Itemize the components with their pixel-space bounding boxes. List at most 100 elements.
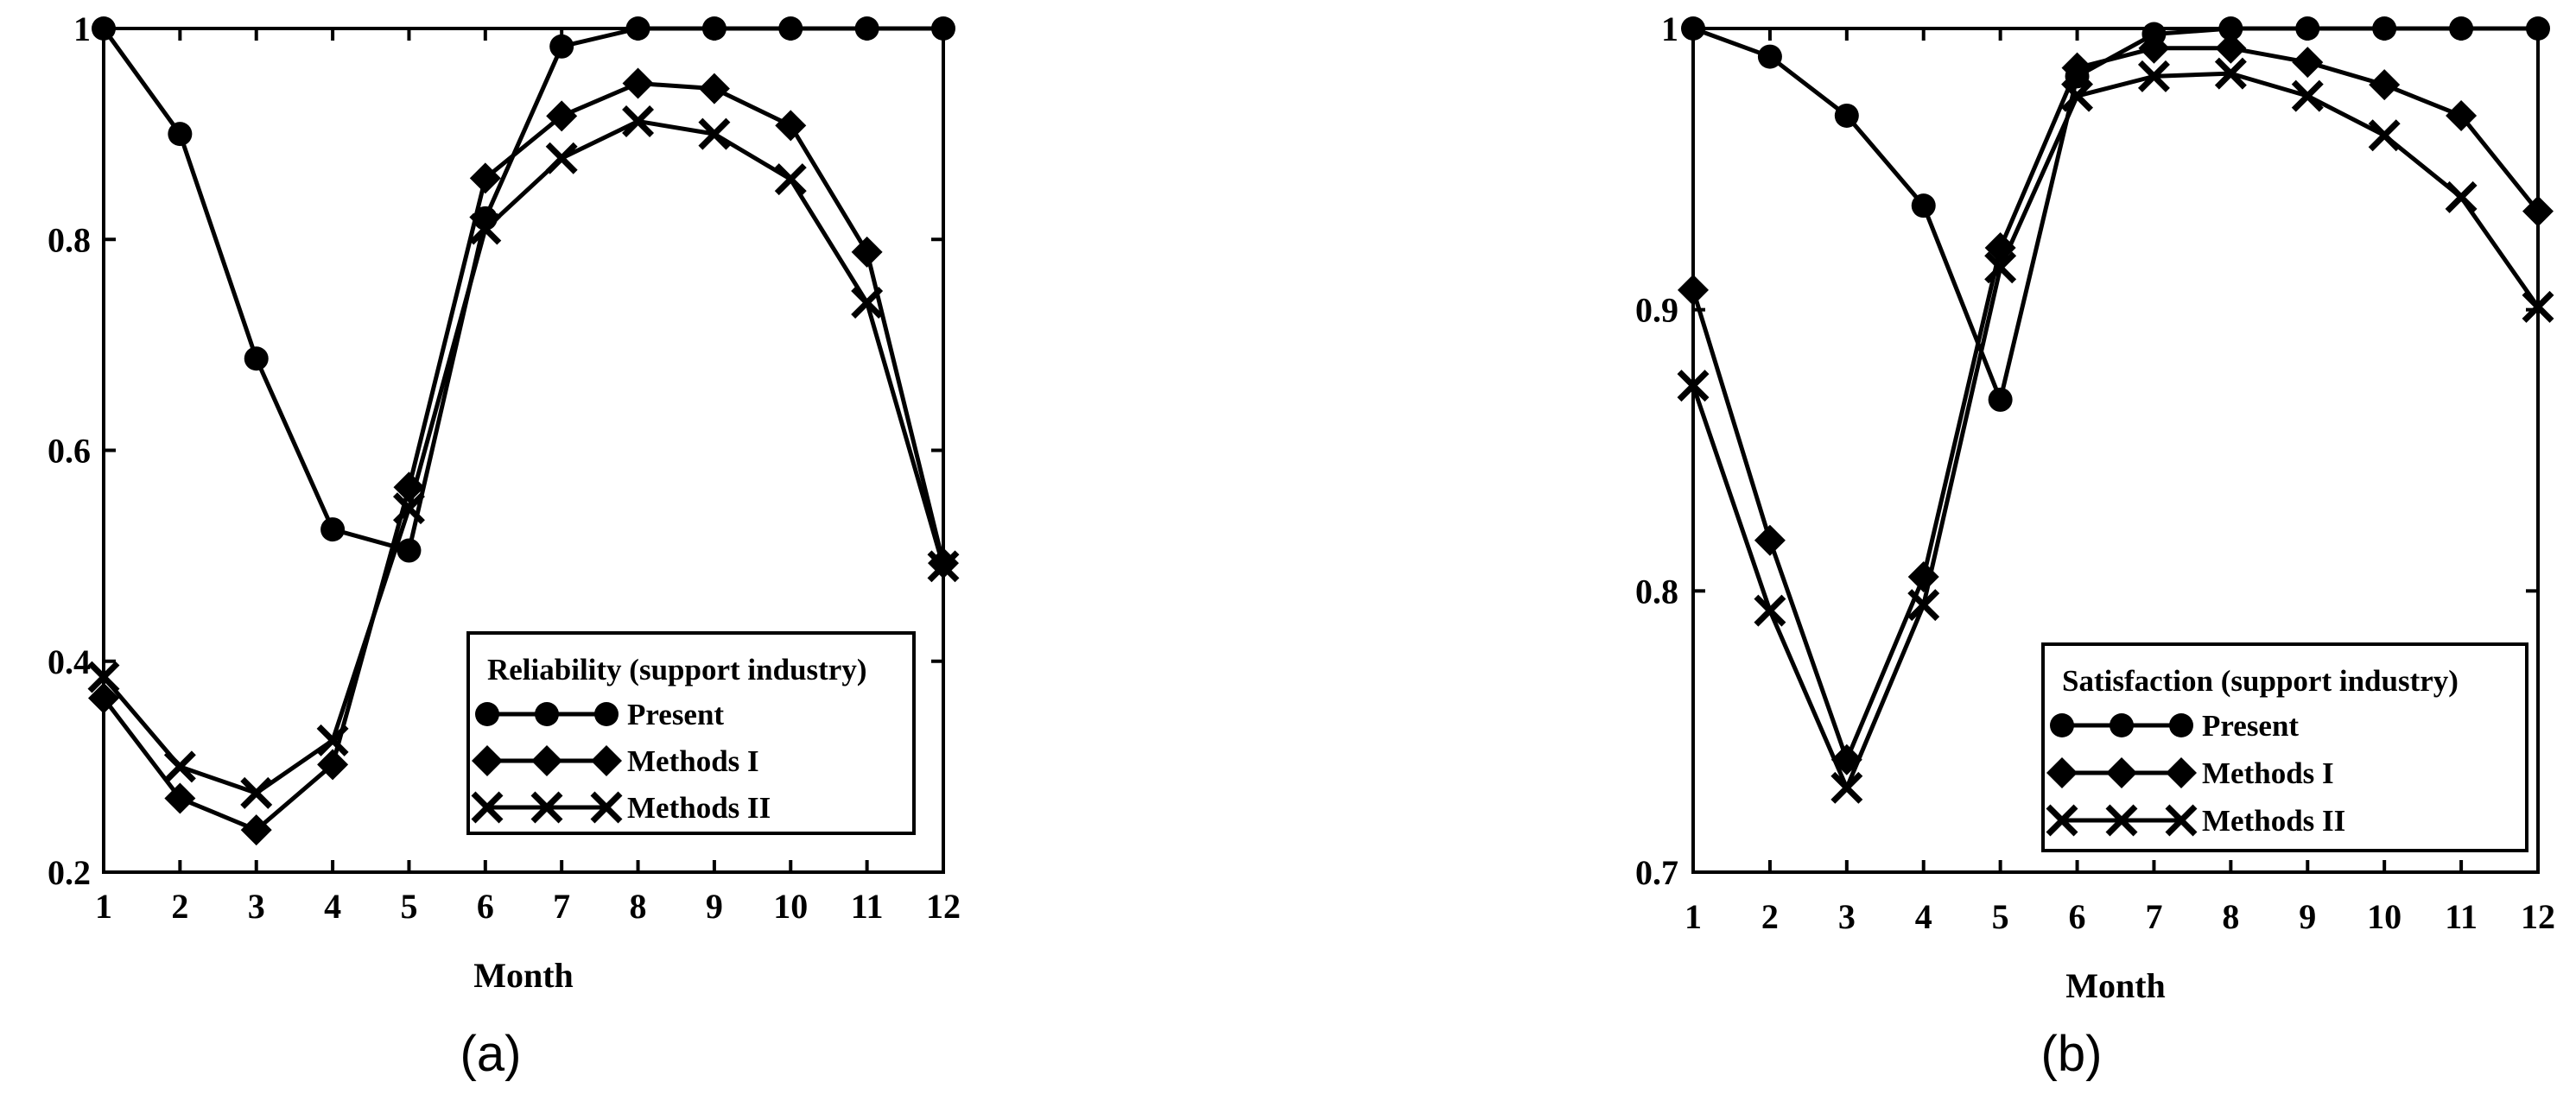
data-point [854, 16, 879, 41]
x-tick-label: 4 [324, 887, 341, 926]
x-tick-label: 6 [2069, 897, 2086, 936]
data-point [1754, 524, 1786, 556]
x-tick-label: 7 [2145, 897, 2162, 936]
data-point [851, 236, 883, 268]
data-point [163, 750, 196, 783]
data-point [778, 16, 803, 41]
y-tick-label: 0.7 [1635, 853, 1678, 892]
data-point [927, 550, 960, 583]
series-circle [92, 16, 955, 563]
x-tick-label: 3 [1838, 897, 1856, 936]
legend-entry: Present [475, 698, 724, 731]
data-point [1757, 44, 1782, 69]
data-point [1677, 370, 1710, 402]
legend-marker [2166, 757, 2197, 788]
legend-entry: Methods I [2046, 756, 2334, 790]
panel-caption: (a) [460, 1026, 522, 1082]
x-tick-label: 10 [2367, 897, 2402, 936]
data-point [88, 682, 119, 714]
data-point [2215, 32, 2247, 64]
x-tick-label: 8 [2222, 897, 2239, 936]
x-tick-label: 12 [2521, 897, 2555, 936]
data-point [1911, 193, 1936, 218]
plot-frame [1691, 27, 2540, 874]
y-tick-label: 0.8 [1635, 572, 1678, 611]
data-point [2522, 290, 2554, 323]
legend-marker [471, 791, 504, 824]
legend-label: Methods II [627, 791, 771, 825]
legend-title: Satisfaction (support industry) [2062, 664, 2459, 698]
data-point [168, 122, 193, 147]
x-tick-label: 6 [477, 887, 494, 926]
legend-marker [2106, 757, 2137, 788]
legend-marker [594, 702, 619, 726]
x-tick-label: 11 [2445, 897, 2478, 936]
legend-marker [530, 791, 563, 824]
series-line [101, 26, 943, 554]
series-line [1691, 46, 2540, 762]
series-line [102, 81, 946, 832]
data-point [1907, 589, 1940, 622]
legend-label: Methods II [2202, 804, 2345, 838]
data-point [320, 517, 346, 542]
data-point [1678, 274, 1709, 306]
y-tick-label: 0.8 [48, 220, 91, 259]
x-tick-label: 12 [926, 887, 961, 926]
data-point [545, 142, 578, 174]
data-point [549, 34, 574, 59]
data-point [317, 749, 349, 781]
series-x [1677, 57, 2554, 804]
data-point [2061, 52, 2093, 84]
legend-marker [472, 745, 503, 776]
data-point [2291, 79, 2324, 112]
data-point [2446, 99, 2478, 131]
legend-label: Methods I [2202, 756, 2334, 790]
data-point [698, 117, 731, 150]
x-tick-label: 2 [171, 887, 188, 926]
chart-panel-b: 0.70.80.911 2 3 4 5 6 7 8 9 10 11 12MonthSatisfacti… [1635, 9, 2555, 1082]
x-tick-label: 1 [1685, 897, 1702, 936]
data-point [2372, 16, 2397, 41]
chart-panel-a: 0.20.40.60.811 2 3 4 5 6 7 8 9 10 11 12MonthReliabi… [48, 9, 961, 1082]
legend-marker [535, 702, 559, 726]
data-point [316, 724, 349, 756]
series-x [87, 104, 960, 809]
data-point [1988, 387, 2013, 412]
legend-marker [2110, 713, 2134, 737]
data-point [622, 67, 654, 99]
legend: Satisfaction (support industry) Present Me… [2041, 642, 2528, 852]
data-point [392, 492, 425, 525]
data-point [698, 73, 730, 104]
legend-entry: Methods II [2046, 804, 2345, 838]
x-axis-title: Month [473, 956, 574, 995]
y-tick-label: 0.2 [48, 853, 91, 892]
y-tick-label: 0.4 [48, 642, 91, 681]
x-tick-label: 8 [630, 887, 647, 926]
x-tick-label: 5 [1992, 897, 2009, 936]
data-point [2061, 79, 2094, 112]
x-tick-label: 9 [2299, 897, 2316, 936]
x-tick-label: 7 [553, 887, 570, 926]
data-point [164, 782, 196, 814]
x-tick-label: 2 [1761, 897, 1779, 936]
legend-marker [2105, 804, 2138, 837]
x-axis-title: Month [2065, 966, 2166, 1005]
data-point [2369, 69, 2401, 101]
legend-title: Reliability (support industry) [487, 653, 867, 687]
legend-marker [2169, 713, 2193, 737]
x-tick-label: 4 [1915, 897, 1932, 936]
legend-marker [475, 702, 499, 726]
data-point [2368, 119, 2401, 152]
data-point [1984, 251, 2017, 284]
legend-marker [591, 745, 622, 776]
data-point [2292, 47, 2324, 79]
y-tick-label: 0.6 [48, 432, 91, 471]
data-point [92, 16, 116, 41]
data-point [775, 110, 807, 142]
data-point [2218, 16, 2243, 41]
data-point [2445, 180, 2478, 213]
data-point [1830, 771, 1863, 804]
data-point [2138, 32, 2170, 64]
series-circle [1681, 16, 2550, 412]
